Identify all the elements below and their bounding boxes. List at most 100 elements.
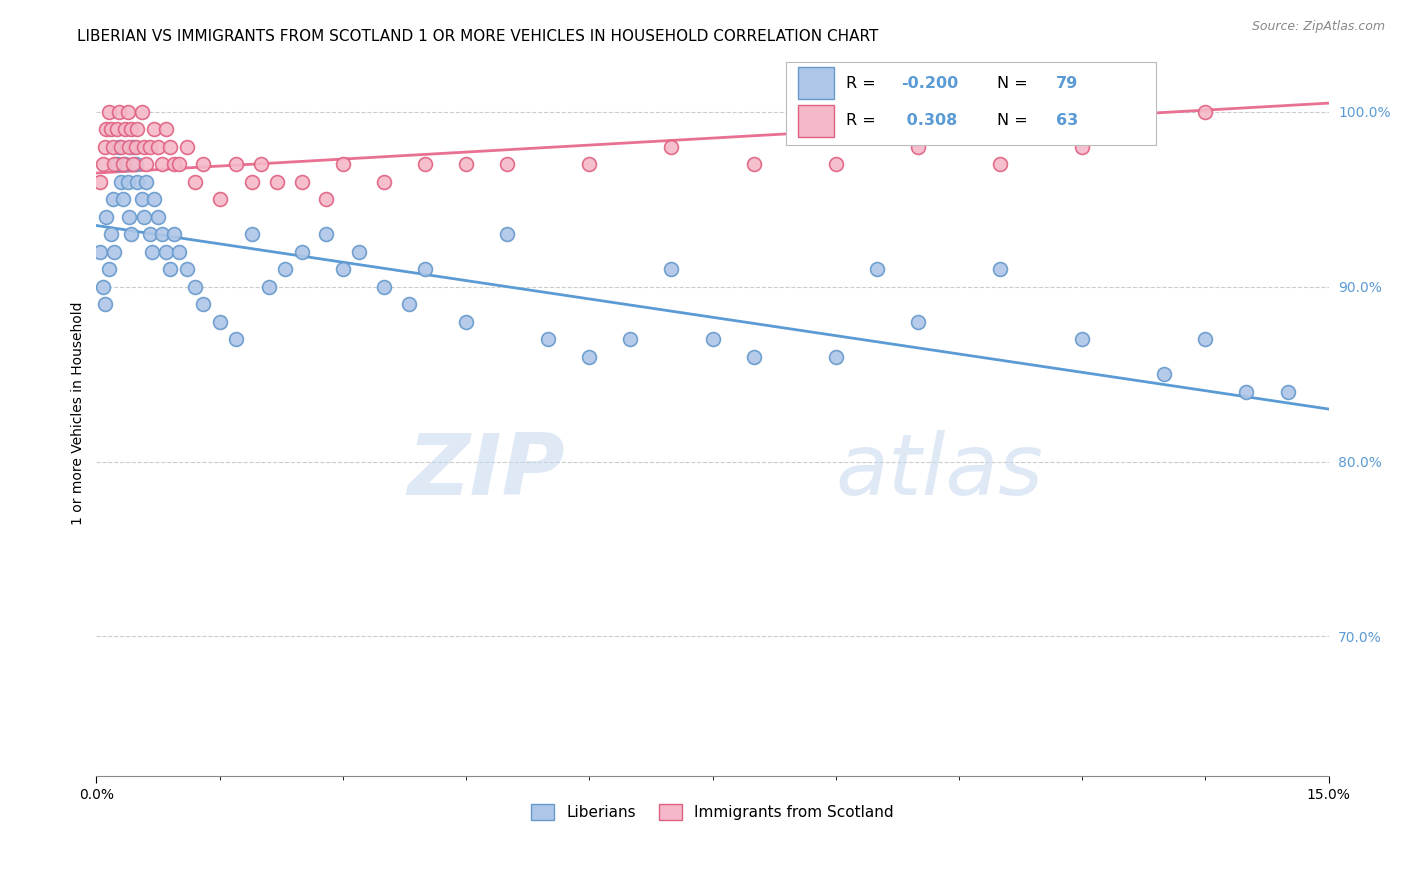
Point (988, 157, 1011, 171)
Point (454, 157, 477, 171)
Point (332, 262, 354, 277)
Point (578, 350, 600, 364)
Point (225, 157, 247, 171)
Point (132, 210, 155, 224)
Point (742, 157, 765, 171)
Point (167, 157, 190, 171)
Point (110, 140, 132, 154)
Point (191, 297, 214, 311)
Point (163, 157, 186, 171)
Point (742, 350, 765, 364)
Point (125, 140, 148, 154)
Point (907, 315, 929, 329)
Point (110, 175, 132, 189)
Point (537, 332, 560, 346)
Point (111, 157, 134, 171)
Point (291, 175, 314, 189)
Point (496, 157, 519, 171)
Point (139, 227, 162, 242)
Point (988, 262, 1011, 277)
Point (176, 140, 198, 154)
Point (135, 175, 157, 189)
Point (100, 227, 122, 242)
Point (242, 175, 264, 189)
Point (208, 315, 231, 329)
Point (103, 157, 125, 171)
Point (315, 227, 337, 242)
Point (413, 157, 436, 171)
Y-axis label: 1 or more Vehicles in Household: 1 or more Vehicles in Household (72, 301, 86, 525)
Point (103, 244, 125, 259)
Point (454, 315, 477, 329)
Point (120, 122, 142, 136)
Point (257, 279, 280, 293)
Text: Source: ZipAtlas.com: Source: ZipAtlas.com (1251, 20, 1385, 33)
Point (97, 104, 120, 119)
Point (118, 210, 141, 224)
Point (114, 157, 136, 171)
Point (242, 227, 264, 242)
Point (1153, 367, 1175, 381)
Point (105, 157, 128, 171)
Point (127, 122, 149, 136)
Point (114, 122, 136, 136)
Point (97, 262, 120, 277)
Point (163, 227, 186, 242)
Point (91, 157, 114, 171)
Point (291, 244, 314, 259)
Point (101, 192, 124, 206)
Point (89, 175, 111, 189)
Point (122, 140, 145, 154)
Point (93, 140, 115, 154)
Point (1071, 332, 1094, 346)
Point (139, 140, 162, 154)
Point (142, 122, 165, 136)
Point (111, 192, 134, 206)
Point (91, 279, 114, 293)
Point (702, 332, 724, 346)
Point (1236, 384, 1258, 399)
Point (150, 157, 173, 171)
Text: LIBERIAN VS IMMIGRANTS FROM SCOTLAND 1 OR MORE VEHICLES IN HOUSEHOLD CORRELATION: LIBERIAN VS IMMIGRANTS FROM SCOTLAND 1 O… (77, 29, 879, 44)
Point (117, 175, 139, 189)
Point (907, 140, 929, 154)
Point (332, 157, 354, 171)
Point (619, 332, 641, 346)
Point (1194, 104, 1216, 119)
Point (135, 157, 157, 171)
Point (159, 140, 181, 154)
Point (413, 262, 436, 277)
Point (118, 140, 141, 154)
Point (127, 175, 149, 189)
Point (131, 104, 153, 119)
Point (142, 192, 165, 206)
Point (249, 157, 271, 171)
Point (150, 227, 173, 242)
Point (132, 140, 155, 154)
Point (122, 157, 145, 171)
Point (176, 262, 198, 277)
Point (105, 122, 128, 136)
Legend: Liberians, Immigrants from Scotland: Liberians, Immigrants from Scotland (526, 798, 900, 827)
Point (661, 140, 683, 154)
Point (398, 297, 420, 311)
Point (373, 175, 395, 189)
Point (824, 157, 846, 171)
Point (1194, 332, 1216, 346)
Point (96, 210, 118, 224)
Point (661, 262, 683, 277)
Point (96, 122, 118, 136)
Point (93, 297, 115, 311)
Point (120, 227, 142, 242)
Point (496, 227, 519, 242)
Point (315, 192, 337, 206)
Point (108, 104, 131, 119)
Point (274, 262, 297, 277)
Point (824, 350, 846, 364)
Point (208, 192, 231, 206)
Point (159, 262, 181, 277)
Text: ZIP: ZIP (406, 430, 565, 513)
Point (191, 157, 214, 171)
Point (155, 122, 177, 136)
Point (1277, 384, 1299, 399)
